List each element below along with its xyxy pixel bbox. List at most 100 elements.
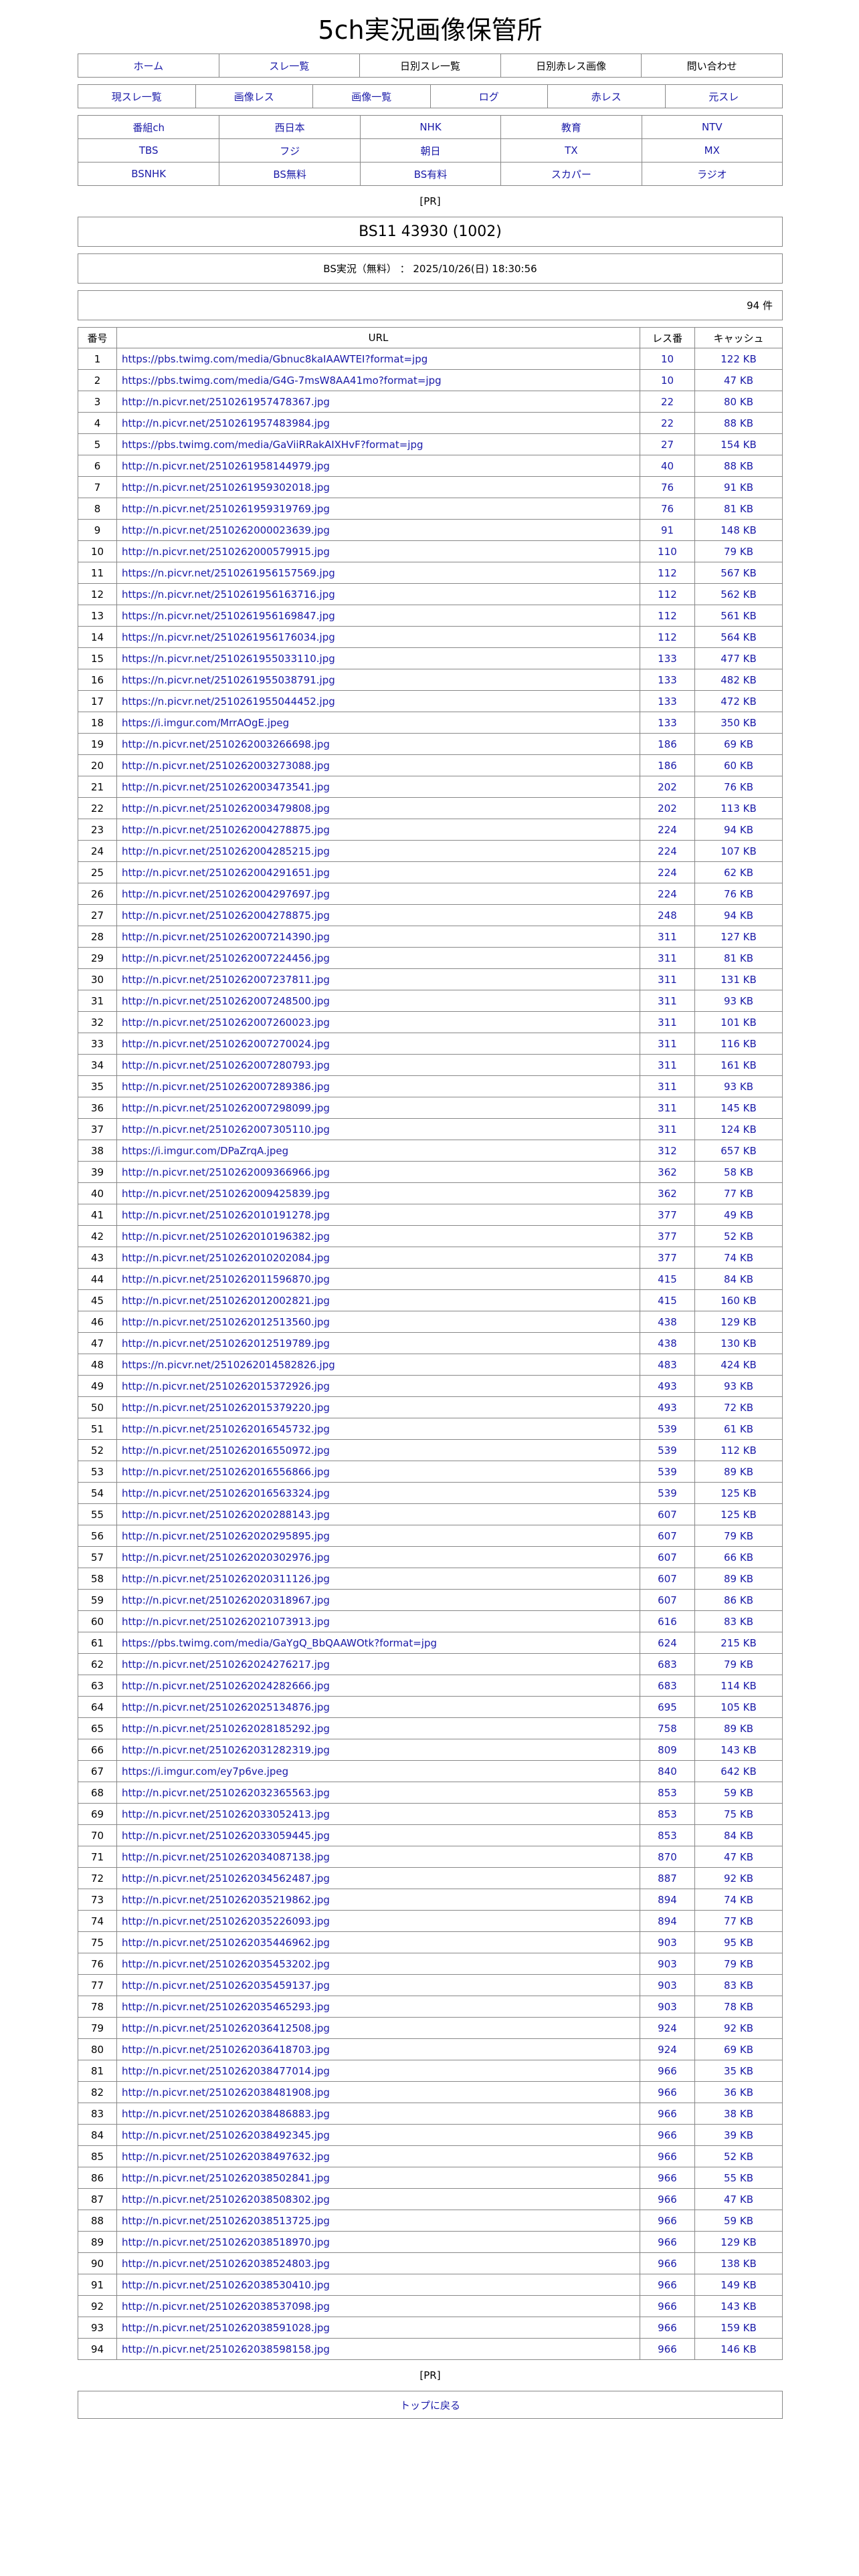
res-number-link[interactable]: 22 xyxy=(660,395,674,408)
channel-link[interactable]: スカパー xyxy=(551,168,591,181)
image-url-link[interactable]: http://n.picvr.net/2510262015379220.jpg xyxy=(122,1401,330,1414)
res-number-link[interactable]: 248 xyxy=(658,909,677,922)
res-number-link[interactable]: 311 xyxy=(658,1123,677,1136)
res-number-link[interactable]: 966 xyxy=(658,2278,677,2291)
image-url-link[interactable]: http://n.picvr.net/2510262007224456.jpg xyxy=(122,952,330,964)
cache-link[interactable]: 75 KB xyxy=(724,1808,753,1820)
cache-link[interactable]: 59 KB xyxy=(724,2214,753,2227)
image-url-link[interactable]: https://n.picvr.net/2510261956176034.jpg xyxy=(122,631,335,643)
cache-link[interactable]: 138 KB xyxy=(721,2257,757,2270)
cache-link[interactable]: 130 KB xyxy=(721,1337,757,1350)
image-url-link[interactable]: http://n.picvr.net/2510262036418703.jpg xyxy=(122,2043,330,2056)
cache-link[interactable]: 79 KB xyxy=(724,1529,753,1542)
cache-link[interactable]: 79 KB xyxy=(724,1658,753,1671)
cache-link[interactable]: 47 KB xyxy=(724,374,753,387)
image-url-link[interactable]: http://n.picvr.net/2510262035226093.jpg xyxy=(122,1915,330,1927)
res-number-link[interactable]: 202 xyxy=(658,780,677,793)
res-number-link[interactable]: 40 xyxy=(660,459,674,472)
image-url-link[interactable]: http://n.picvr.net/2510262028185292.jpg xyxy=(122,1722,330,1735)
image-url-link[interactable]: http://n.picvr.net/2510262038530410.jpg xyxy=(122,2278,330,2291)
image-url-link[interactable]: http://n.picvr.net/2510262034562487.jpg xyxy=(122,1872,330,1885)
cache-link[interactable]: 81 KB xyxy=(724,952,753,964)
cache-link[interactable]: 83 KB xyxy=(724,1979,753,1992)
thread-nav-link[interactable]: ログ xyxy=(478,90,499,103)
res-number-link[interactable]: 311 xyxy=(658,1080,677,1093)
image-url-link[interactable]: http://n.picvr.net/2510261958144979.jpg xyxy=(122,459,330,472)
channel-item[interactable]: TX xyxy=(500,138,642,162)
res-number-link[interactable]: 224 xyxy=(658,823,677,836)
cache-link[interactable]: 215 KB xyxy=(721,1636,757,1649)
res-number-link[interactable]: 966 xyxy=(658,2300,677,2313)
res-number-link[interactable]: 870 xyxy=(658,1850,677,1863)
cache-link[interactable]: 74 KB xyxy=(724,1251,753,1264)
cache-link[interactable]: 567 KB xyxy=(721,566,757,579)
res-number-link[interactable]: 607 xyxy=(658,1529,677,1542)
cache-link[interactable]: 66 KB xyxy=(724,1551,753,1564)
image-url-link[interactable]: http://n.picvr.net/2510262007214390.jpg xyxy=(122,930,330,943)
cache-link[interactable]: 38 KB xyxy=(724,2107,753,2120)
res-number-link[interactable]: 683 xyxy=(658,1679,677,1692)
image-url-link[interactable]: https://i.imgur.com/MrrAOgE.jpeg xyxy=(122,716,290,729)
image-url-link[interactable]: http://n.picvr.net/2510262004291651.jpg xyxy=(122,866,330,879)
image-url-link[interactable]: http://n.picvr.net/2510262003473541.jpg xyxy=(122,780,330,793)
cache-link[interactable]: 424 KB xyxy=(721,1358,757,1371)
cache-link[interactable]: 83 KB xyxy=(724,1615,753,1628)
channel-link[interactable]: 朝日 xyxy=(420,144,441,157)
cache-link[interactable]: 62 KB xyxy=(724,866,753,879)
cache-link[interactable]: 113 KB xyxy=(721,802,757,815)
channel-link[interactable]: NTV xyxy=(701,121,723,133)
cache-link[interactable]: 76 KB xyxy=(724,887,753,900)
cache-link[interactable]: 129 KB xyxy=(721,1315,757,1328)
image-url-link[interactable]: https://pbs.twimg.com/media/Gbnuc8kaIAAW… xyxy=(122,352,428,365)
cache-link[interactable]: 112 KB xyxy=(721,1444,757,1457)
cache-link[interactable]: 59 KB xyxy=(724,1786,753,1799)
channel-item[interactable]: 教育 xyxy=(500,116,641,138)
channel-item[interactable]: フジ xyxy=(219,138,360,162)
res-number-link[interactable]: 438 xyxy=(658,1337,677,1350)
nav-item-label[interactable]: スレ一覧 xyxy=(269,60,310,72)
res-number-link[interactable]: 224 xyxy=(658,887,677,900)
res-number-link[interactable]: 924 xyxy=(658,2043,677,2056)
res-number-link[interactable]: 415 xyxy=(658,1273,677,1285)
image-url-link[interactable]: http://n.picvr.net/2510262038524803.jpg xyxy=(122,2257,330,2270)
cache-link[interactable]: 52 KB xyxy=(724,1230,753,1243)
channel-item[interactable]: BS無料 xyxy=(219,162,360,185)
image-url-link[interactable]: http://n.picvr.net/2510262038486883.jpg xyxy=(122,2107,330,2120)
image-url-link[interactable]: http://n.picvr.net/2510262036412508.jpg xyxy=(122,2022,330,2034)
thread-nav-link[interactable]: 画像一覧 xyxy=(351,90,392,103)
cache-link[interactable]: 60 KB xyxy=(724,759,753,772)
cache-link[interactable]: 77 KB xyxy=(724,1187,753,1200)
cache-link[interactable]: 89 KB xyxy=(724,1572,753,1585)
image-url-link[interactable]: http://n.picvr.net/2510261957478367.jpg xyxy=(122,395,330,408)
cache-link[interactable]: 124 KB xyxy=(721,1123,757,1136)
image-url-link[interactable]: http://n.picvr.net/2510262004278875.jpg xyxy=(122,909,330,922)
res-number-link[interactable]: 853 xyxy=(658,1829,677,1842)
res-number-link[interactable]: 76 xyxy=(660,481,674,494)
image-url-link[interactable]: https://n.picvr.net/2510261955038791.jpg xyxy=(122,673,335,686)
image-url-link[interactable]: http://n.picvr.net/2510262031282319.jpg xyxy=(122,1743,330,1756)
channel-link[interactable]: TX xyxy=(565,144,578,156)
image-url-link[interactable]: http://n.picvr.net/2510262010191278.jpg xyxy=(122,1208,330,1221)
image-url-link[interactable]: http://n.picvr.net/2510262032365563.jpg xyxy=(122,1786,330,1799)
res-number-link[interactable]: 903 xyxy=(658,1957,677,1970)
image-url-link[interactable]: http://n.picvr.net/2510262004297697.jpg xyxy=(122,887,330,900)
image-url-link[interactable]: http://n.picvr.net/2510262033052413.jpg xyxy=(122,1808,330,1820)
thread-nav-link[interactable]: 現スレ一覧 xyxy=(111,90,162,103)
image-url-link[interactable]: http://n.picvr.net/2510262020295895.jpg xyxy=(122,1529,330,1542)
res-number-link[interactable]: 887 xyxy=(658,1872,677,1885)
channel-item[interactable]: 西日本 xyxy=(219,116,359,138)
res-number-link[interactable]: 493 xyxy=(658,1401,677,1414)
channel-link[interactable]: 西日本 xyxy=(274,121,305,134)
thread-nav-item[interactable]: 画像レス xyxy=(195,85,313,108)
channel-link[interactable]: BS有料 xyxy=(413,168,448,181)
cache-link[interactable]: 79 KB xyxy=(724,1957,753,1970)
res-number-link[interactable]: 311 xyxy=(658,994,677,1007)
back-to-top-button[interactable]: トップに戻る xyxy=(78,2391,783,2419)
image-url-link[interactable]: http://n.picvr.net/2510262038497632.jpg xyxy=(122,2150,330,2163)
cache-link[interactable]: 77 KB xyxy=(724,1915,753,1927)
image-url-link[interactable]: http://n.picvr.net/2510262007248500.jpg xyxy=(122,994,330,1007)
image-url-link[interactable]: http://n.picvr.net/2510262007270024.jpg xyxy=(122,1037,330,1050)
cache-link[interactable]: 92 KB xyxy=(724,2022,753,2034)
res-number-link[interactable]: 133 xyxy=(658,716,677,729)
image-url-link[interactable]: http://n.picvr.net/2510261959319769.jpg xyxy=(122,502,330,515)
